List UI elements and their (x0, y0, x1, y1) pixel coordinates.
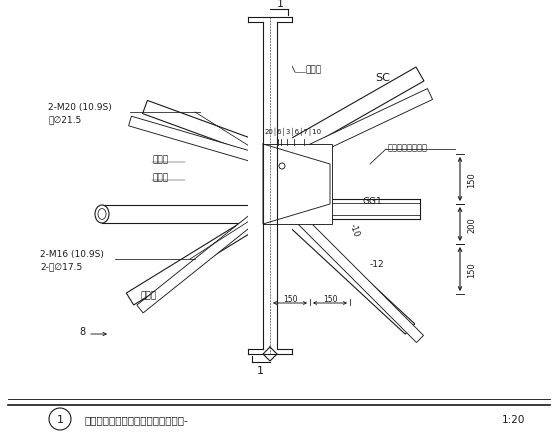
Ellipse shape (98, 209, 106, 220)
Text: 上弦杆: 上弦杆 (305, 65, 321, 74)
Ellipse shape (95, 205, 109, 223)
Bar (102, 205, 263, 223)
Text: 斜腹杆: 斜腹杆 (140, 291, 156, 300)
Text: 直腹杆: 直腹杆 (152, 173, 168, 182)
Circle shape (279, 164, 285, 170)
Polygon shape (129, 117, 262, 164)
Text: 1:20: 1:20 (502, 414, 525, 424)
Text: 花篮螺栓（余间）: 花篮螺栓（余间） (388, 143, 428, 152)
Text: -10: -10 (348, 222, 361, 237)
Text: 1: 1 (277, 0, 283, 9)
Bar (263, 145, 332, 225)
Text: 150: 150 (283, 294, 297, 303)
Text: 2-孔∅17.5: 2-孔∅17.5 (40, 262, 82, 271)
Text: 2-M20 (10.9S): 2-M20 (10.9S) (48, 103, 112, 112)
Text: 1: 1 (256, 365, 264, 375)
Bar (277, 200, 420, 219)
Text: GG1: GG1 (362, 197, 382, 206)
Text: 水平支撃、刚性系杆与桁架连接节点-: 水平支撃、刚性系杆与桁架连接节点- (84, 414, 188, 424)
Text: 150: 150 (323, 294, 337, 303)
Bar (248, 18, 292, 354)
Polygon shape (270, 199, 415, 334)
Polygon shape (277, 196, 423, 343)
Text: 8: 8 (79, 326, 85, 336)
Polygon shape (127, 214, 264, 305)
Polygon shape (276, 68, 424, 162)
Polygon shape (137, 205, 268, 313)
Text: 1: 1 (57, 414, 63, 424)
Text: 孔∅21.5: 孔∅21.5 (48, 115, 81, 124)
Text: -12: -12 (370, 260, 385, 269)
Text: 20│6│3│6│7│10: 20│6│3│6│7│10 (265, 127, 322, 136)
Text: 200: 200 (467, 217, 476, 232)
Text: SC: SC (375, 73, 390, 83)
Text: 150: 150 (467, 261, 476, 277)
Polygon shape (143, 101, 263, 156)
Text: 斜腹杆: 斜腹杆 (152, 155, 168, 164)
Text: 150: 150 (467, 172, 476, 187)
Text: 2-M16 (10.9S): 2-M16 (10.9S) (40, 250, 104, 259)
Polygon shape (279, 89, 432, 170)
